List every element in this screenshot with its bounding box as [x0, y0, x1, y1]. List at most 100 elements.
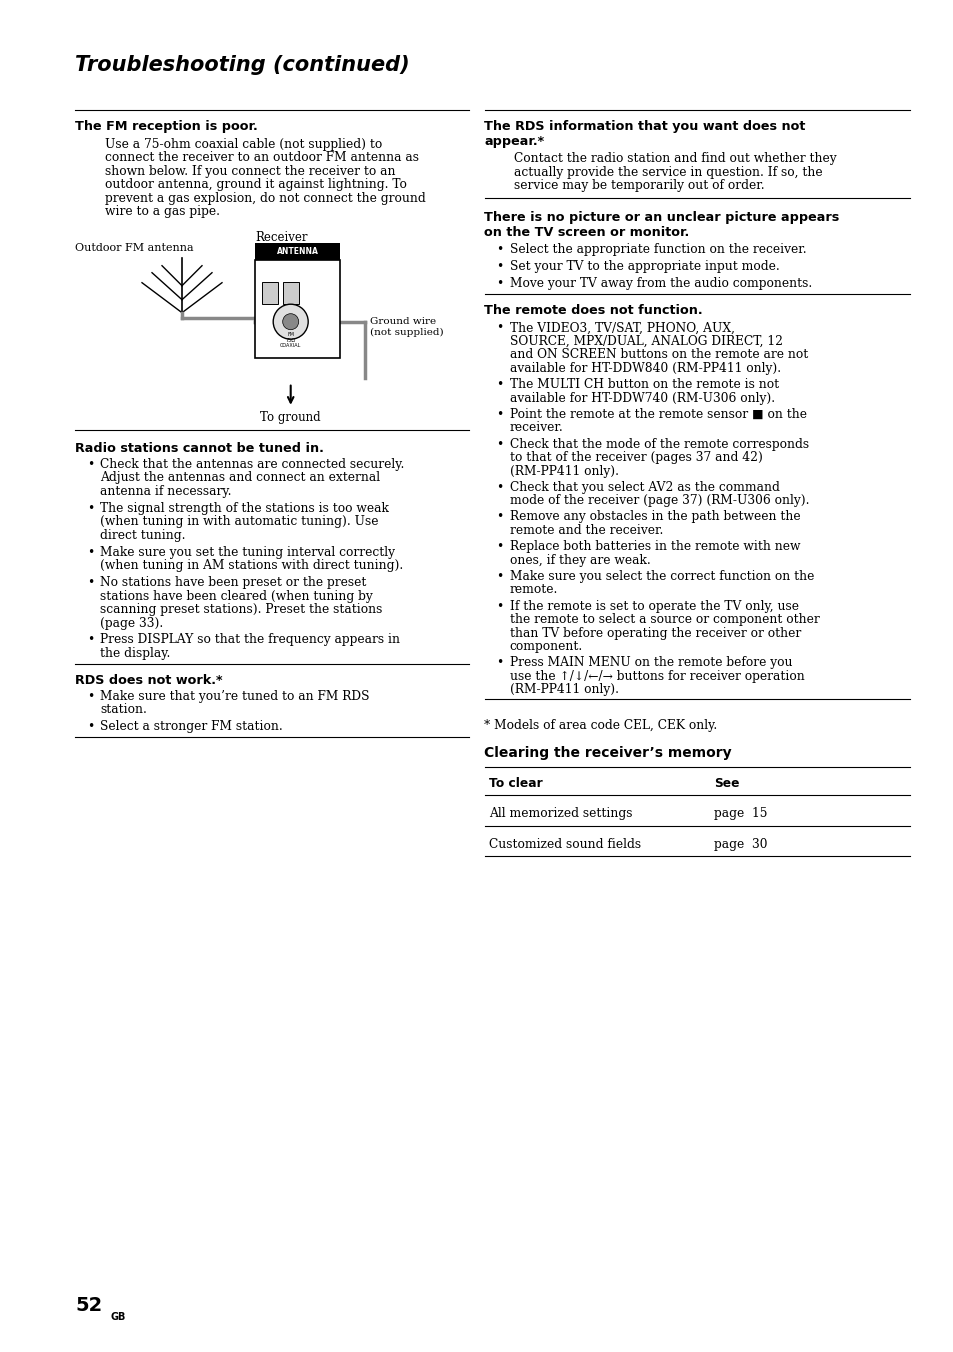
Text: (RM-PP411 only).: (RM-PP411 only).	[509, 683, 618, 696]
Text: available for HT-DDW740 (RM-U306 only).: available for HT-DDW740 (RM-U306 only).	[509, 392, 774, 404]
Text: The signal strength of the stations is too weak: The signal strength of the stations is t…	[100, 502, 389, 515]
Text: the remote to select a source or component other: the remote to select a source or compone…	[509, 612, 819, 626]
Text: 52: 52	[75, 1297, 102, 1315]
Text: and ON SCREEN buttons on the remote are not: and ON SCREEN buttons on the remote are …	[509, 349, 807, 361]
Text: •: •	[496, 408, 503, 420]
Text: •: •	[496, 277, 503, 291]
Text: Customized sound fields: Customized sound fields	[489, 838, 641, 850]
Text: •: •	[496, 260, 503, 273]
Text: Remove any obstacles in the path between the: Remove any obstacles in the path between…	[509, 511, 800, 523]
Text: Point the remote at the remote sensor ■ on the: Point the remote at the remote sensor ■ …	[509, 408, 805, 420]
Text: page  30: page 30	[714, 838, 767, 850]
Text: Check that the antennas are connected securely.: Check that the antennas are connected se…	[100, 458, 404, 470]
Text: the display.: the display.	[100, 646, 171, 660]
Bar	[254, 243, 339, 260]
Text: •: •	[496, 656, 503, 669]
Text: Check that you select AV2 as the command: Check that you select AV2 as the command	[509, 481, 779, 493]
Text: remote.: remote.	[509, 583, 558, 596]
Text: •: •	[87, 690, 94, 703]
Text: The FM reception is poor.: The FM reception is poor.	[75, 120, 257, 132]
Circle shape	[273, 304, 308, 339]
Text: Select the appropriate function on the receiver.: Select the appropriate function on the r…	[509, 243, 805, 257]
Text: •: •	[87, 576, 94, 589]
Text: The RDS information that you want does not: The RDS information that you want does n…	[484, 120, 805, 132]
Text: to that of the receiver (pages 37 and 42): to that of the receiver (pages 37 and 42…	[509, 452, 761, 464]
Text: Check that the mode of the remote corresponds: Check that the mode of the remote corres…	[509, 438, 808, 450]
Text: Make sure you select the correct function on the: Make sure you select the correct functio…	[509, 571, 813, 583]
Text: ANTENNA: ANTENNA	[276, 246, 318, 256]
Text: Clearing the receiver’s memory: Clearing the receiver’s memory	[484, 746, 731, 760]
Text: The VIDEO3, TV/SAT, PHONO, AUX,: The VIDEO3, TV/SAT, PHONO, AUX,	[509, 322, 734, 334]
Text: Replace both batteries in the remote with new: Replace both batteries in the remote wit…	[509, 541, 800, 553]
Text: Move your TV away from the audio components.: Move your TV away from the audio compone…	[509, 277, 811, 291]
Text: Select a stronger FM station.: Select a stronger FM station.	[100, 721, 282, 733]
Text: actually provide the service in question. If so, the: actually provide the service in question…	[514, 166, 822, 178]
Text: mode of the receiver (page 37) (RM-U306 only).: mode of the receiver (page 37) (RM-U306 …	[509, 495, 808, 507]
Text: (when tuning in AM stations with direct tuning).: (when tuning in AM stations with direct …	[100, 560, 403, 572]
Text: Make sure that you’re tuned to an FM RDS: Make sure that you’re tuned to an FM RDS	[100, 690, 369, 703]
Text: See: See	[714, 777, 740, 790]
Text: •: •	[496, 571, 503, 583]
Text: (page 33).: (page 33).	[100, 617, 163, 630]
Text: If the remote is set to operate the TV only, use: If the remote is set to operate the TV o…	[509, 599, 798, 612]
Text: Use a 75-ohm coaxial cable (not supplied) to: Use a 75-ohm coaxial cable (not supplied…	[105, 138, 382, 150]
Text: available for HT-DDW840 (RM-PP411 only).: available for HT-DDW840 (RM-PP411 only).	[509, 362, 780, 375]
Text: •: •	[496, 243, 503, 257]
Text: No stations have been preset or the preset: No stations have been preset or the pres…	[100, 576, 366, 589]
Text: To clear: To clear	[489, 777, 542, 790]
Text: All memorized settings: All memorized settings	[489, 807, 633, 821]
Bar	[262, 281, 277, 304]
Text: on the TV screen or monitor.: on the TV screen or monitor.	[484, 226, 689, 239]
Text: stations have been cleared (when tuning by: stations have been cleared (when tuning …	[100, 589, 373, 603]
Text: Ground wire
(not supplied): Ground wire (not supplied)	[370, 316, 443, 337]
Text: shown below. If you connect the receiver to an: shown below. If you connect the receiver…	[105, 165, 395, 177]
Text: Press MAIN MENU on the remote before you: Press MAIN MENU on the remote before you	[509, 656, 791, 669]
Text: page  15: page 15	[714, 807, 767, 821]
Text: Contact the radio station and find out whether they: Contact the radio station and find out w…	[514, 153, 836, 165]
Text: use the ↑/↓/←/→ buttons for receiver operation: use the ↑/↓/←/→ buttons for receiver ope…	[509, 669, 803, 683]
Bar	[254, 260, 339, 358]
Text: AM: AM	[325, 277, 335, 283]
Text: •: •	[496, 599, 503, 612]
Text: •: •	[496, 322, 503, 334]
Text: To ground: To ground	[260, 411, 320, 423]
Text: Press DISPLAY so that the frequency appears in: Press DISPLAY so that the frequency appe…	[100, 633, 399, 646]
Text: prevent a gas explosion, do not connect the ground: prevent a gas explosion, do not connect …	[105, 192, 425, 204]
Text: connect the receiver to an outdoor FM antenna as: connect the receiver to an outdoor FM an…	[105, 151, 418, 164]
Text: ones, if they are weak.: ones, if they are weak.	[509, 554, 650, 566]
Text: station.: station.	[100, 703, 147, 717]
Text: component.: component.	[509, 639, 582, 653]
Text: appear.*: appear.*	[484, 135, 544, 147]
Text: scanning preset stations). Preset the stations: scanning preset stations). Preset the st…	[100, 603, 382, 617]
Text: Adjust the antennas and connect an external: Adjust the antennas and connect an exter…	[100, 472, 379, 484]
Text: The MULTI CH button on the remote is not: The MULTI CH button on the remote is not	[509, 379, 778, 391]
Text: wire to a gas pipe.: wire to a gas pipe.	[105, 206, 220, 218]
Bar	[283, 281, 298, 304]
Text: receiver.: receiver.	[509, 422, 562, 434]
Text: Receiver: Receiver	[254, 231, 307, 243]
Text: •: •	[87, 546, 94, 558]
Text: Set your TV to the appropriate input mode.: Set your TV to the appropriate input mod…	[509, 260, 779, 273]
Text: * Models of area code CEL, CEK only.: * Models of area code CEL, CEK only.	[484, 719, 717, 733]
Text: The remote does not function.: The remote does not function.	[484, 304, 702, 316]
Text: than TV before operating the receiver or other: than TV before operating the receiver or…	[509, 626, 800, 639]
Text: •: •	[87, 633, 94, 646]
Text: •: •	[87, 721, 94, 733]
Text: Radio stations cannot be tuned in.: Radio stations cannot be tuned in.	[75, 442, 323, 454]
Text: Troubleshooting (continued): Troubleshooting (continued)	[75, 55, 409, 74]
Text: service may be temporarily out of order.: service may be temporarily out of order.	[514, 180, 764, 192]
Text: (RM-PP411 only).: (RM-PP411 only).	[509, 465, 618, 477]
Text: •: •	[496, 379, 503, 391]
Text: There is no picture or an unclear picture appears: There is no picture or an unclear pictur…	[484, 211, 839, 224]
Text: SOURCE, MPX/DUAL, ANALOG DIRECT, 12: SOURCE, MPX/DUAL, ANALOG DIRECT, 12	[509, 335, 781, 347]
Text: •: •	[496, 511, 503, 523]
Text: outdoor antenna, ground it against lightning. To: outdoor antenna, ground it against light…	[105, 178, 406, 191]
Text: •: •	[496, 541, 503, 553]
Text: •: •	[87, 502, 94, 515]
Text: direct tuning.: direct tuning.	[100, 529, 185, 542]
Text: GB: GB	[111, 1311, 126, 1322]
Text: Outdoor FM antenna: Outdoor FM antenna	[75, 243, 193, 253]
Text: remote and the receiver.: remote and the receiver.	[509, 525, 662, 537]
Text: RDS does not work.*: RDS does not work.*	[75, 673, 222, 687]
Circle shape	[282, 314, 298, 330]
